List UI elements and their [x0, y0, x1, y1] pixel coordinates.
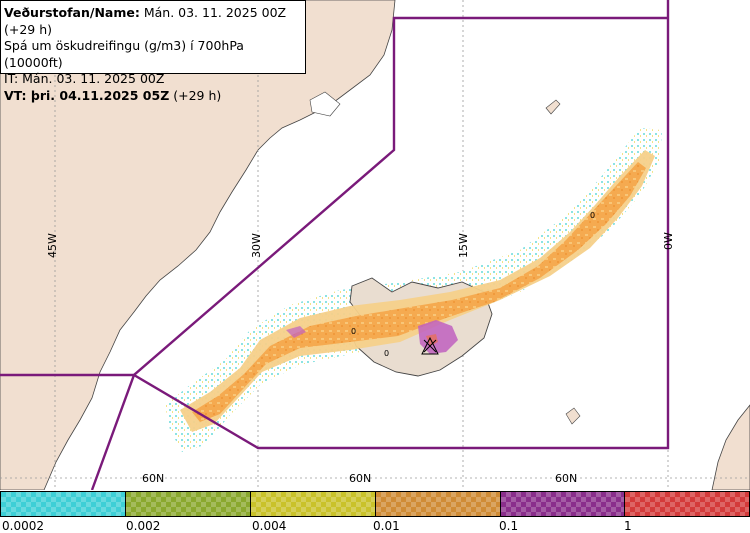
ash-cloud-peak	[426, 334, 438, 346]
lon-label-15w: 15W	[457, 233, 470, 258]
contour-label-1: 0	[590, 211, 595, 220]
fir-boundary	[0, 0, 670, 490]
lon-label-45w: 45W	[46, 233, 59, 258]
legend-swatch-6	[624, 491, 750, 517]
legend-tick-1: 0.0002	[2, 519, 44, 533]
greenland-landmass	[0, 0, 396, 490]
info-line-2: Spá um öskudreifingu (g/m3) í 700hPa (10…	[4, 38, 244, 70]
fjord	[309, 91, 341, 117]
lat-label-2: 60N	[349, 472, 371, 485]
lon-label-30w: 30W	[250, 233, 263, 258]
legend-tick-2: 0.002	[126, 519, 161, 533]
lat-label-3: 60N	[555, 472, 577, 485]
faroe-islands	[565, 407, 581, 425]
legend-tick-3: 0.004	[252, 519, 287, 533]
legend-tick-4: 0.01	[373, 519, 400, 533]
contour-label-3: 0	[384, 349, 389, 358]
norway-coast	[711, 404, 750, 490]
legend-swatch-3	[250, 491, 376, 517]
legend-swatch-1	[0, 491, 126, 517]
legend-swatch-4	[375, 491, 501, 517]
info-line-4: VT: þri. 04.11.2025 05Z (+29 h)	[4, 87, 222, 103]
ash-dispersion-map: 45W 30W 15W 0W 60N 60N 60N 0 0 0	[0, 0, 750, 490]
ash-cloud-high	[418, 320, 458, 354]
lat-label-1: 60N	[142, 472, 164, 485]
info-line-3: IT: Mán. 03. 11. 2025 00Z	[4, 71, 165, 86]
volcano-marker-icon	[421, 336, 439, 355]
legend-tick-5: 0.1	[499, 519, 519, 533]
info-line-1: Veðurstofan/Name: Mán. 03. 11. 2025 00Z …	[4, 5, 287, 37]
legend-tick-6: 1	[624, 519, 632, 533]
concentration-legend: 0.0002 0.002 0.004 0.01 0.1 1	[0, 490, 750, 533]
island-jan-mayen	[545, 99, 561, 115]
lon-label-0w: 0W	[662, 232, 675, 250]
legend-swatch-2	[125, 491, 251, 517]
contour-label-2: 0	[351, 327, 356, 336]
legend-swatch-5	[500, 491, 626, 517]
forecast-info-box: Veðurstofan/Name: Mán. 03. 11. 2025 00Z …	[0, 0, 306, 103]
ash-cloud-high-west	[286, 326, 306, 338]
